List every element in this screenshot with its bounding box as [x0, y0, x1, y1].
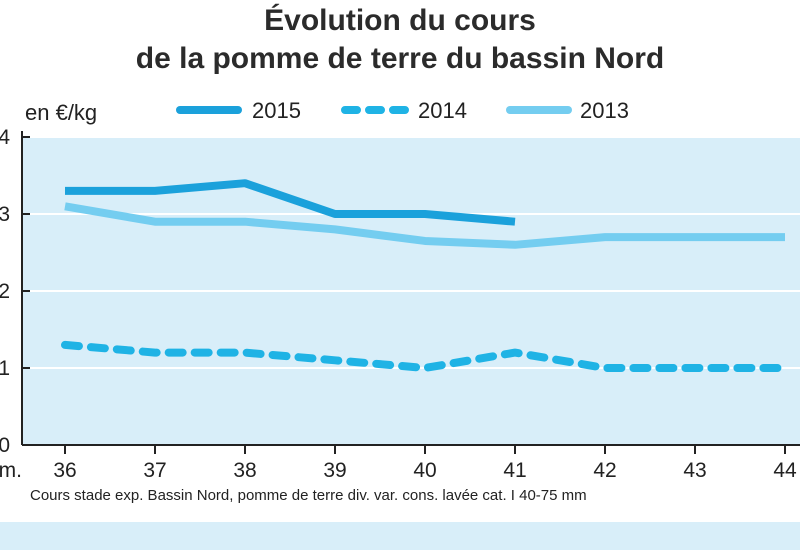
- legend: 2015 2014 2013: [176, 98, 629, 123]
- x-tick-label: 44: [773, 459, 797, 482]
- x-axis-ticks: 36 37 38 39 40 41 42 43 44: [53, 445, 797, 482]
- chart-title: Évolution du cours de la pomme de terre …: [0, 2, 800, 78]
- y-axis-ticks: 0 1 2 3 4: [0, 126, 30, 457]
- chart-title-line-1: Évolution du cours: [264, 4, 536, 37]
- x-tick-label: 41: [503, 459, 526, 482]
- bottom-band: [0, 522, 800, 550]
- y-tick-label: 4: [0, 126, 10, 149]
- x-tick-label: 38: [233, 459, 256, 482]
- series-line-2015: [65, 179, 516, 226]
- x-tick-label: 42: [593, 459, 616, 482]
- x-tick-label: 39: [323, 459, 346, 482]
- series-lines: [61, 179, 789, 372]
- y-tick-label: 3: [0, 203, 10, 226]
- x-tick-label: 43: [683, 459, 706, 482]
- x-tick-label: 37: [143, 459, 166, 482]
- y-axis-label: en €/kg: [25, 100, 97, 125]
- y-tick-label: 0: [0, 434, 10, 457]
- x-tick-label: 40: [413, 459, 436, 482]
- x-axis-label: m.: [0, 459, 22, 482]
- axes: [21, 131, 800, 446]
- chart-title-line-2: de la pomme de terre du bassin Nord: [135, 42, 665, 75]
- legend-label-2015: 2015: [252, 98, 301, 123]
- y-tick-label: 1: [0, 357, 10, 380]
- legend-label-2013: 2013: [580, 98, 629, 123]
- source-note: Cours stade exp. Bassin Nord, pomme de t…: [30, 487, 587, 504]
- x-tick-label: 36: [53, 459, 76, 482]
- y-tick-label: 2: [0, 280, 10, 303]
- legend-label-2014: 2014: [418, 98, 467, 123]
